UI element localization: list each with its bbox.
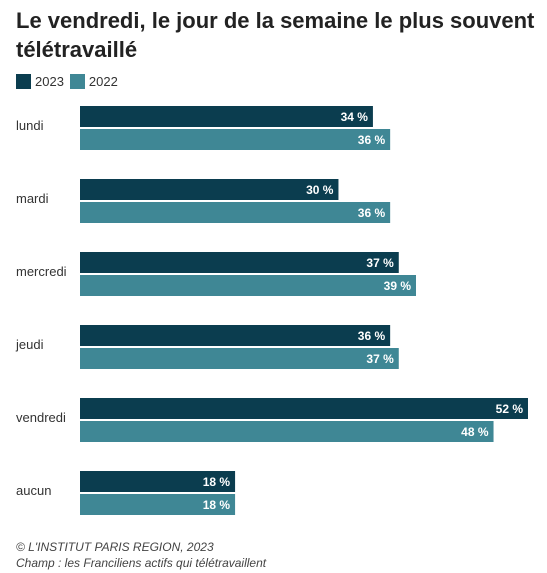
data-label: 18 % xyxy=(203,498,231,512)
category-label: lundi xyxy=(16,118,44,133)
legend: 2023 2022 xyxy=(16,74,124,89)
credit-text: © L'INSTITUT PARIS REGION, 2023 xyxy=(16,540,214,554)
bar-2022-mardi xyxy=(80,202,391,223)
category-label: vendredi xyxy=(16,410,66,425)
legend-item-2022: 2022 xyxy=(69,74,118,89)
data-label: 39 % xyxy=(384,279,412,293)
legend-label-2022: 2022 xyxy=(88,74,118,89)
legend-swatch-2022 xyxy=(69,74,85,89)
data-label: 37 % xyxy=(366,256,394,270)
category-label: aucun xyxy=(16,483,51,498)
bar-2023-lundi xyxy=(80,106,373,127)
bar-2022-aucun xyxy=(80,494,236,515)
bar-2022-lundi xyxy=(80,129,391,150)
bar-2023-aucun xyxy=(80,471,236,492)
bar-chart: lundi 34 % 36 % mardi 30 % 36 % mercredi 37 % 39… xyxy=(15,106,528,515)
data-label: 36 % xyxy=(358,133,386,147)
scope-text: Champ : les Franciliens actifs qui télét… xyxy=(16,556,267,570)
data-label: 34 % xyxy=(341,110,369,124)
data-label: 37 % xyxy=(366,352,394,366)
bar-2022-vendredi xyxy=(80,421,494,442)
category-label: jeudi xyxy=(15,337,44,352)
data-label: 36 % xyxy=(358,329,386,343)
data-label: 30 % xyxy=(306,183,334,197)
data-label: 52 % xyxy=(496,402,524,416)
data-label: 36 % xyxy=(358,206,386,220)
legend-label-2023: 2023 xyxy=(35,74,64,89)
chart-title: Le vendredi, le jour de la semaine le pl… xyxy=(16,8,535,62)
data-label: 48 % xyxy=(461,425,489,439)
data-label: 18 % xyxy=(203,475,231,489)
bar-2022-mercredi xyxy=(80,275,416,296)
footer: © L'INSTITUT PARIS REGION, 2023 Champ : … xyxy=(16,539,266,571)
category-label: mardi xyxy=(16,191,49,206)
bar-2023-vendredi xyxy=(80,398,528,419)
legend-item-2023: 2023 xyxy=(16,74,64,89)
bar-2022-jeudi xyxy=(80,348,399,369)
category-label: mercredi xyxy=(16,264,67,279)
bar-2023-jeudi xyxy=(80,325,391,346)
legend-swatch-2023 xyxy=(16,74,31,89)
bar-2023-mercredi xyxy=(80,252,399,273)
bar-2023-mardi xyxy=(80,179,339,200)
